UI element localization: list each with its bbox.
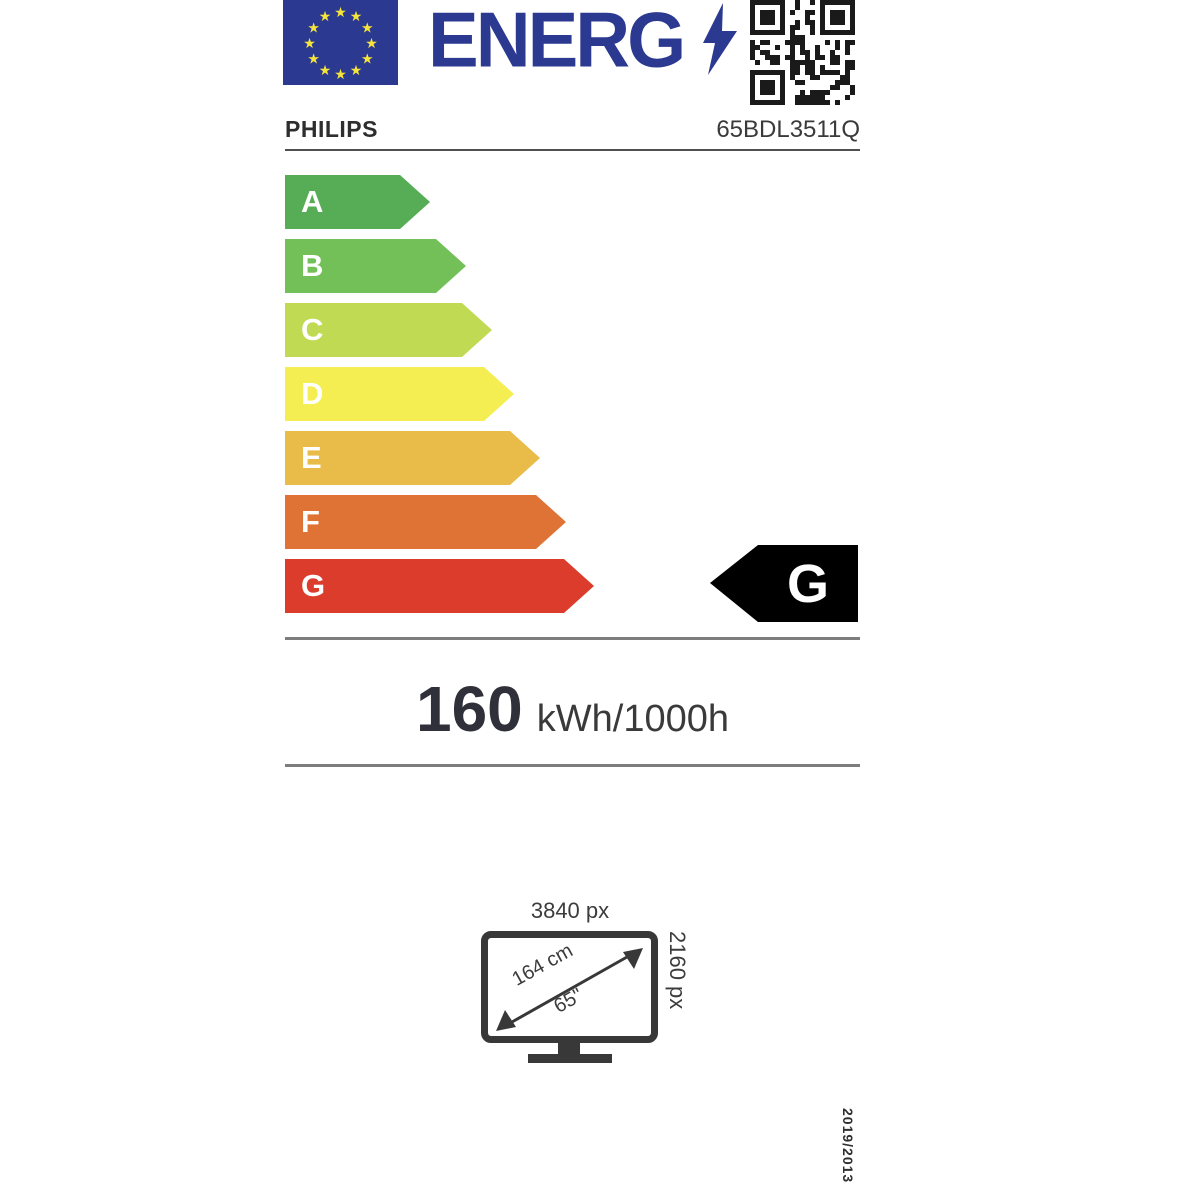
scale-class-letter: C (301, 312, 324, 347)
rating-class-letter: G (786, 553, 829, 614)
scale-arrow-tip-icon (510, 431, 540, 485)
svg-text:★: ★ (350, 8, 363, 24)
svg-text:★: ★ (319, 8, 332, 24)
scale-arrow-tip-icon (462, 303, 492, 357)
scale-class-letter: A (301, 184, 324, 219)
scale-arrow-bar: B (285, 239, 436, 293)
rating-arrow-body: G (758, 545, 858, 622)
rating-arrow: G (710, 545, 858, 622)
monitor-stand-base (528, 1054, 612, 1063)
scale-arrow-bar: F (285, 495, 536, 549)
energ-logo-text: ENERG (428, 0, 686, 84)
scale-arrow-d: D (285, 367, 594, 421)
scale-arrow-bar: A (285, 175, 400, 229)
supplier-name: PHILIPS (285, 116, 378, 142)
scale-arrow-bar: E (285, 431, 510, 485)
scale-arrow-tip-icon (400, 175, 430, 229)
scale-arrow-tip-icon (484, 367, 514, 421)
scale-arrow-tip-icon (536, 495, 566, 549)
scale-class-letter: E (301, 440, 322, 475)
scale-class-letter: F (301, 504, 320, 539)
monitor-diagram: 164 cm 65" (481, 931, 658, 1043)
svg-text:★: ★ (365, 35, 378, 51)
regulation-reference: 2019/2013 (840, 1108, 856, 1184)
scale-class-letter: G (301, 568, 326, 603)
consumption-value: 160 (415, 673, 523, 745)
svg-text:★: ★ (350, 62, 363, 78)
scale-arrow-tip-icon (564, 559, 594, 613)
scale-arrow-bar: D (285, 367, 484, 421)
svg-text:★: ★ (334, 4, 347, 20)
svg-text:★: ★ (361, 20, 374, 36)
consumption-divider (285, 764, 860, 767)
scale-arrow-e: E (285, 431, 594, 485)
scale-class-letter: D (301, 376, 324, 411)
diagonal-arrow-icon (496, 948, 643, 1031)
eu-flag-icon: ★ ★★★★★★★★★★★ (283, 0, 398, 85)
scale-arrow-c: C (285, 303, 594, 357)
model-number: 65BDL3511Q (716, 116, 860, 143)
svg-text:★: ★ (361, 51, 374, 67)
energy-consumption: 160 kWh/1000h (285, 672, 860, 746)
lightning-bolt-icon (703, 3, 737, 75)
vertical-resolution-label: 2160 px (665, 931, 690, 1010)
svg-text:★: ★ (319, 62, 332, 78)
scale-divider (285, 637, 860, 640)
svg-text:★: ★ (303, 35, 316, 51)
scale-arrow-a: A (285, 175, 594, 229)
scale-arrow-b: B (285, 239, 594, 293)
scale-arrow-f: F (285, 495, 594, 549)
scale-arrow-bar: G (285, 559, 564, 613)
header-divider (285, 149, 860, 151)
svg-text:★: ★ (307, 51, 320, 67)
horizontal-resolution-label: 3840 px (530, 898, 610, 923)
scale-class-letter: B (301, 248, 324, 283)
scale-arrow-g: G (285, 559, 594, 613)
monitor-stand-neck (558, 1043, 580, 1056)
svg-text:★: ★ (334, 66, 347, 82)
scale-arrow-bar: C (285, 303, 462, 357)
consumption-unit: kWh/1000h (536, 698, 729, 740)
qr-code (750, 0, 855, 105)
scale-arrow-tip-icon (436, 239, 466, 293)
rating-arrow-tip-icon (710, 545, 758, 622)
svg-text:★: ★ (307, 20, 320, 36)
